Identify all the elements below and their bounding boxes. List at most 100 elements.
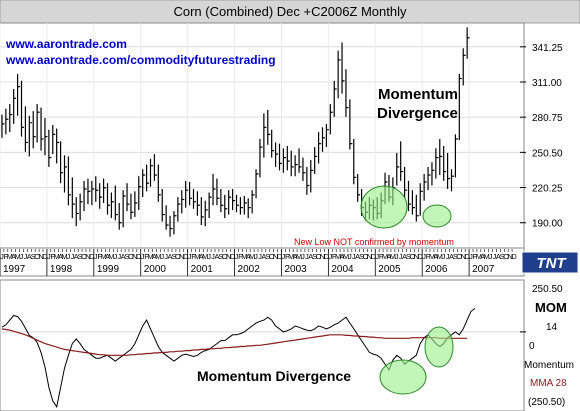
month-tick-label: M: [202, 252, 208, 261]
price-bar: [134, 191, 138, 217]
year-tick-label: 1999: [97, 264, 120, 275]
price-bar: [126, 183, 130, 212]
price-bar: [333, 80, 337, 117]
price-bar: [290, 150, 294, 177]
year-tick-label: 2004: [331, 264, 354, 275]
price-bar: [294, 155, 298, 177]
price-bar: [177, 197, 181, 222]
price-bar: [44, 118, 48, 156]
month-tick-label: O: [175, 252, 181, 261]
month-tick-label: J: [94, 252, 98, 261]
month-tick-label: J: [20, 252, 24, 261]
month-tick-label: J: [0, 252, 4, 261]
time-axis-band: [0, 247, 525, 277]
price-bar: [20, 80, 24, 137]
mma-line: [1, 328, 468, 356]
year-tick-label: 1998: [50, 264, 73, 275]
year-tick-label: 2002: [238, 264, 261, 275]
price-bar: [13, 88, 17, 124]
month-tick-label: F: [473, 252, 478, 261]
year-tick-label: 2003: [284, 264, 307, 275]
month-tick-label: A: [480, 252, 485, 261]
price-bar: [118, 202, 122, 230]
legend-mom: MOM: [535, 300, 567, 315]
month-tick-label: J: [47, 252, 51, 261]
price-bar: [435, 148, 439, 179]
month-tick-label: A: [27, 252, 32, 261]
divergence-label-line1: Momentum: [378, 86, 458, 103]
year-tick-label: 2007: [472, 264, 495, 275]
price-bar: [165, 205, 169, 230]
month-tick-label: F: [50, 252, 55, 261]
price-bar: [32, 111, 36, 149]
month-tick-label: A: [261, 252, 266, 261]
price-bar: [274, 142, 279, 167]
month-tick-label: J: [422, 252, 426, 261]
month-tick-label: J: [301, 252, 305, 261]
price-bar: [142, 169, 146, 198]
price-bar: [157, 164, 161, 202]
month-tick-label: O: [409, 252, 415, 261]
momentum-low-highlight-1: [379, 359, 427, 395]
month-tick-label: A: [168, 252, 173, 261]
year-tick-label: 2006: [425, 264, 448, 275]
price-bar: [216, 178, 220, 206]
price-bar: [224, 194, 228, 219]
month-tick-label: A: [293, 252, 298, 261]
month-tick-label: M: [108, 252, 114, 261]
month-tick-label: A: [433, 252, 438, 261]
month-tick-label: D: [183, 252, 189, 261]
price-bar: [306, 166, 310, 195]
price-bar: [52, 125, 56, 155]
price-bar: [314, 147, 318, 174]
month-tick-label: S: [125, 252, 130, 261]
price-bar: [9, 104, 13, 133]
price-bar: [247, 198, 251, 219]
year-tick-label: 2000: [144, 264, 167, 275]
price-bar: [149, 158, 153, 187]
month-tick-label: S: [218, 252, 223, 261]
price-bar: [95, 176, 99, 202]
watermark-url-1: www.aarontrade.com: [5, 37, 127, 51]
month-tick-label: F: [4, 252, 9, 261]
price-bar: [63, 155, 67, 193]
month-tick-label: N: [414, 252, 419, 261]
month-tick-label: J: [493, 252, 497, 261]
month-tick-label: J: [141, 252, 145, 261]
price-bar: [1, 114, 5, 138]
month-tick-label: J: [489, 252, 493, 261]
month-tick-label: A: [246, 252, 251, 261]
month-tick-label: A: [74, 252, 79, 261]
month-tick-label: J: [469, 252, 473, 261]
price-bar: [446, 152, 451, 190]
month-tick-label: O: [81, 252, 87, 261]
month-tick-label: J: [164, 252, 168, 261]
month-tick-label: F: [238, 252, 243, 261]
price-bar: [411, 190, 415, 215]
month-tick-label: M: [296, 252, 302, 261]
month-tick-label: S: [453, 252, 458, 261]
month-tick-label: O: [269, 252, 275, 261]
month-tick-label: N: [85, 252, 90, 261]
month-tick-label: A: [121, 252, 126, 261]
month-tick-label: M: [437, 252, 443, 261]
price-bar: [106, 183, 110, 215]
month-tick-label: M: [147, 252, 153, 261]
month-tick-label: J: [375, 252, 379, 261]
month-tick-label: S: [171, 252, 176, 261]
month-tick-label: D: [464, 252, 470, 261]
month-tick-label: M: [54, 252, 60, 261]
month-tick-label: A: [496, 252, 501, 261]
month-tick-label: A: [308, 252, 313, 261]
price-bar: [192, 189, 196, 209]
month-tick-label: J: [211, 252, 215, 261]
month-tick-label: A: [58, 252, 63, 261]
price-bar: [325, 123, 329, 148]
month-tick-label: A: [340, 252, 345, 261]
price-bar: [40, 107, 44, 151]
momentum-line: [1, 307, 476, 409]
month-tick-label: J: [254, 252, 258, 261]
price-bar: [317, 132, 322, 164]
year-tick-label: 1997: [3, 264, 26, 275]
